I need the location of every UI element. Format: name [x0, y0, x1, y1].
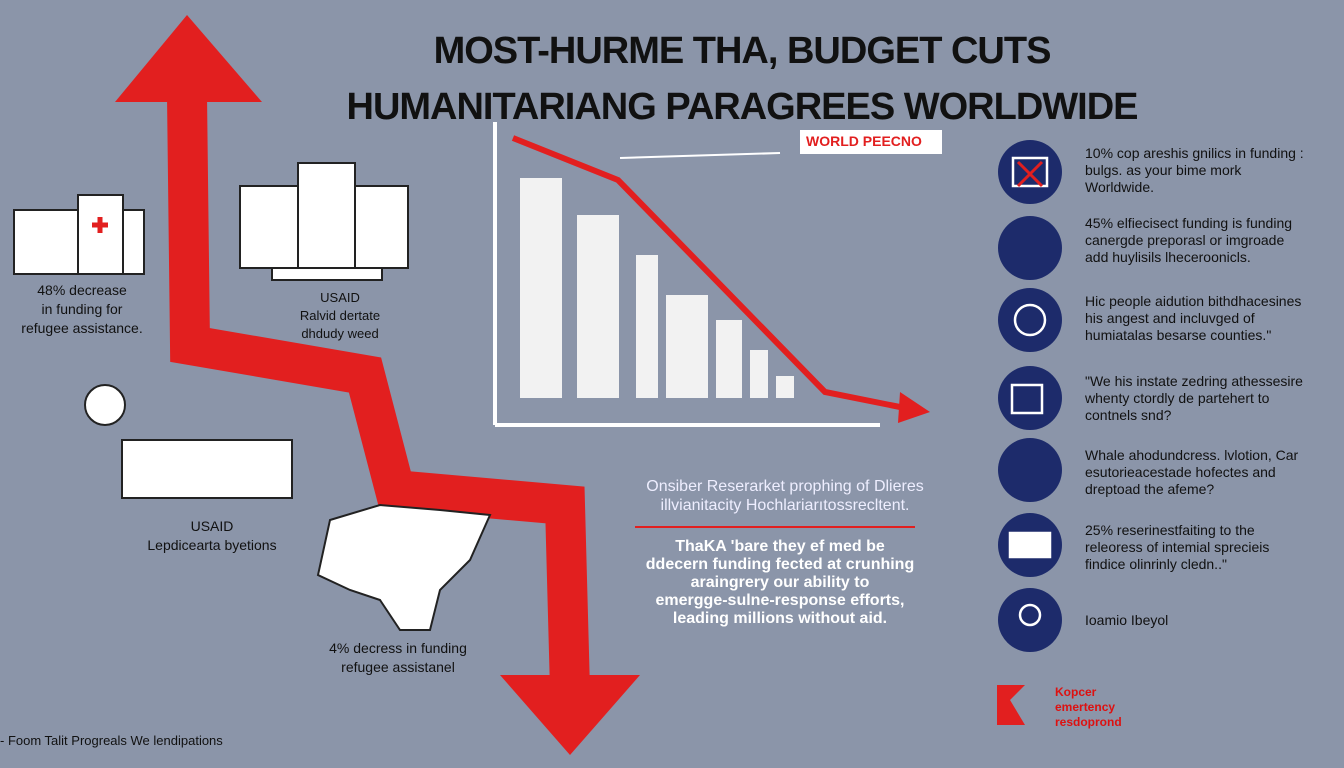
left-label: Ralvid dertate	[299, 308, 381, 323]
map-shape	[316, 503, 492, 631]
item-text: whenty ctordly de partehert to	[1085, 390, 1270, 406]
cross	[92, 217, 108, 233]
red-trend-arrow	[167, 94, 590, 691]
red-x	[1016, 160, 1044, 188]
subtitle: illvianitacity Hochlariarıtossrecltent.	[660, 497, 910, 514]
icon-glyphs	[1008, 156, 1052, 627]
logo-text: Kopcer	[1055, 685, 1097, 699]
quote: ddecern funding fected at crunhing	[645, 556, 915, 573]
left-label: Lepdicearta byetions	[147, 537, 277, 553]
item-text: Whale ahodundcress. lvlotion, Car	[1085, 447, 1299, 463]
left-label: in funding for	[41, 301, 123, 317]
item-text: esutorieacestade hofectes and	[1085, 464, 1276, 480]
left-label: refugee assistance.	[21, 320, 143, 336]
decline-line	[511, 135, 906, 411]
chart-bars	[520, 178, 794, 398]
left-label: USAID	[190, 518, 234, 534]
item-text: 25% reserinestfaiting to the	[1085, 522, 1255, 538]
title: HUMANITARIANG PARAGREES WORLDWIDE	[346, 86, 1139, 128]
item-text: Ioamio Ibeyol	[1085, 612, 1169, 628]
logo-mark	[997, 685, 1025, 725]
item-text: 45% elfiecisect funding is funding	[1085, 215, 1293, 231]
left-label: refugee assistanel	[341, 659, 455, 675]
quote: araingrery our ability to	[690, 574, 870, 591]
item-text: his angest and incluvged of	[1085, 310, 1255, 326]
item-text: contnels snd?	[1085, 407, 1172, 423]
arrow-head-up	[115, 15, 262, 102]
left-label: dhdudy weed	[301, 326, 379, 341]
arrow-head-down	[500, 675, 640, 755]
logo-text: resdoprond	[1055, 715, 1122, 729]
title: MOST-HURME THA, BUDGET CUTS	[433, 30, 1052, 72]
logo-text: emertency	[1055, 700, 1116, 714]
item-text: add huylisils lheceroonicls.	[1085, 249, 1251, 265]
badge: WORLD PEECNO	[806, 133, 922, 149]
item-text: bulgs. as your bime mork	[1085, 162, 1242, 178]
item-text: Worldwide.	[1085, 179, 1154, 195]
quote: emergge-sulne-response efforts,	[655, 592, 905, 609]
footer: - Foom Talit Progreals We lendipations	[0, 733, 223, 748]
item-text: Hic people aidution bithdhacesines	[1085, 293, 1302, 309]
item-text: releoress of intemial sprecieis	[1085, 539, 1270, 555]
building-icons	[13, 162, 409, 499]
quote: leading millions without aid.	[672, 610, 888, 627]
subtitle: Onsiber Reserarket prophing of Dlieres	[646, 478, 924, 495]
item-text: canergde preporasl or imgroade	[1085, 232, 1285, 248]
item-text: humiatalas besarse counties."	[1085, 327, 1272, 343]
chart-line	[619, 152, 781, 159]
left-label: USAID	[320, 290, 360, 305]
decline-head	[898, 392, 930, 423]
item-text: 10% cop areshis gnilics in funding :	[1085, 145, 1304, 161]
item-text: "We his instate zedring athessesire	[1085, 373, 1303, 389]
badge-bg	[800, 130, 942, 154]
item-text: dreptoad the afeme?	[1085, 481, 1215, 497]
left-label: 4% decress in funding	[329, 640, 467, 656]
icon-circles	[998, 140, 1062, 652]
left-label: 48% decrease	[37, 282, 127, 298]
quote: ThaKA 'bare they ef med be	[675, 538, 885, 555]
item-text: findice olinrinly cledn.."	[1085, 556, 1227, 572]
